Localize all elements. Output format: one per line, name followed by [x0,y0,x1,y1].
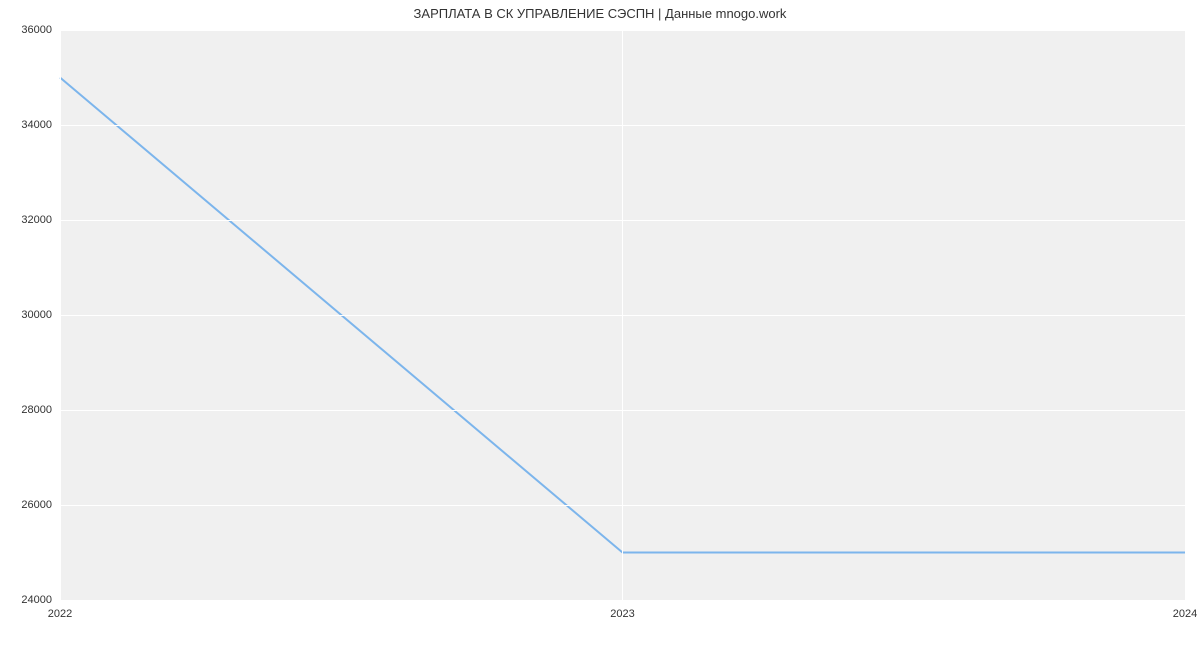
y-tick-label: 28000 [21,404,60,416]
chart-title: ЗАРПЛАТА В СК УПРАВЛЕНИЕ СЭСПН | Данные … [0,6,1200,21]
x-tick-label: 2024 [1173,600,1197,620]
gridline-vertical [60,30,61,600]
gridline-vertical [1185,30,1186,600]
y-tick-label: 34000 [21,119,60,131]
x-tick-label: 2022 [48,600,72,620]
plot-area: 2400026000280003000032000340003600020222… [60,30,1185,600]
y-tick-label: 32000 [21,214,60,226]
y-tick-label: 30000 [21,309,60,321]
y-tick-label: 26000 [21,499,60,511]
salary-line-chart: ЗАРПЛАТА В СК УПРАВЛЕНИЕ СЭСПН | Данные … [0,0,1200,650]
y-tick-label: 36000 [21,24,60,36]
x-tick-label: 2023 [610,600,634,620]
gridline-vertical [622,30,623,600]
